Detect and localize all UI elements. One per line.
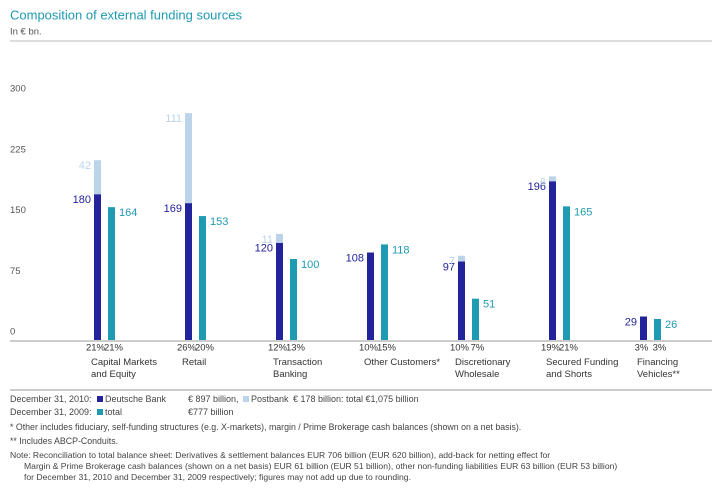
y-tick-label: 150 — [10, 205, 26, 216]
bar — [549, 181, 556, 340]
note-line: for December 31, 2010 and December 31, 2… — [24, 472, 411, 482]
stacked-bar — [94, 160, 101, 195]
footnote: * Other includes fiduciary, self-funding… — [10, 422, 522, 432]
footnote: ** Includes ABCP-Conduits. — [10, 436, 119, 446]
chart-title: Composition of external funding sources — [10, 7, 242, 22]
stacked-bar — [276, 233, 283, 243]
data-label: 164 — [119, 207, 137, 219]
share-label: 10% — [450, 343, 470, 354]
legend-note: €777 billion — [188, 407, 234, 417]
data-label: 180 — [73, 194, 91, 206]
x-tick-label: Retail — [182, 357, 207, 368]
bar — [563, 206, 570, 340]
data-label: 165 — [574, 206, 592, 218]
share-label: 13% — [286, 343, 306, 354]
x-tick-label: Other Customers* — [364, 357, 441, 368]
bar — [276, 242, 283, 340]
data-label: 51 — [483, 299, 495, 311]
bar — [185, 203, 192, 340]
share-label: 12% — [268, 343, 288, 354]
data-label: 153 — [210, 216, 228, 228]
stacked-bar — [185, 113, 192, 204]
data-label: 26 — [665, 319, 677, 331]
x-tick-label: Secured Funding and Shorts — [546, 357, 619, 380]
legend-entry: total — [105, 407, 123, 417]
chart-subtitle: In € bn. — [10, 27, 42, 38]
share-label: 20% — [195, 343, 215, 354]
y-tick-label: 75 — [10, 266, 21, 277]
share-label: 19% — [541, 343, 561, 354]
data-label: 7 — [449, 256, 455, 268]
data-label: 196 — [528, 181, 546, 193]
legend-entry: Deutsche Bank — [105, 394, 167, 404]
data-label: 169 — [164, 203, 182, 215]
data-label: 11 — [262, 234, 273, 246]
legend-label: December 31, 2010: — [10, 394, 92, 404]
x-tick-label: Financing Vehicles** — [637, 357, 680, 380]
bar — [108, 207, 115, 340]
y-tick-label: 300 — [10, 84, 26, 95]
legend-entry: Postbank — [251, 394, 289, 404]
bar — [199, 216, 206, 340]
bar — [472, 298, 479, 340]
legend-swatch — [97, 396, 103, 402]
data-label: 120 — [255, 243, 273, 255]
bar — [640, 316, 647, 340]
legend-swatch — [243, 396, 249, 402]
legend-label: December 31, 2009: — [10, 407, 92, 417]
share-label: 7% — [471, 343, 485, 354]
share-label: 10% — [359, 343, 379, 354]
share-label: 3% — [635, 343, 649, 354]
bar — [458, 261, 465, 340]
note-line: Margin & Prime Brokerage cash balances (… — [24, 461, 618, 471]
data-label: 29 — [625, 316, 637, 328]
x-tick-label: Capital Markets and Equity — [91, 357, 157, 380]
y-tick-label: 225 — [10, 144, 26, 155]
bar — [94, 194, 101, 340]
data-label: 6 — [540, 176, 546, 188]
y-tick-label: 0 — [10, 327, 15, 338]
share-label: 21% — [104, 343, 124, 354]
stacked-bar — [549, 176, 556, 182]
data-label: 100 — [301, 259, 319, 271]
legend-note: € 897 billion, — [188, 394, 239, 404]
data-label: 42 — [79, 160, 91, 172]
share-label: 21% — [86, 343, 106, 354]
note-line: Note: Reconciliation to total balance sh… — [10, 450, 551, 460]
bar — [367, 252, 374, 340]
x-tick-label: Discretionary Wholesale — [455, 357, 511, 380]
share-label: 3% — [653, 343, 667, 354]
bar — [381, 244, 388, 340]
data-label: 108 — [346, 252, 364, 264]
legend-swatch — [97, 409, 103, 415]
bar — [290, 259, 297, 340]
data-label: 111 — [165, 113, 182, 125]
x-tick-label: Transaction Banking — [273, 357, 323, 380]
bar — [654, 318, 661, 340]
share-label: 21% — [559, 343, 579, 354]
data-label: 118 — [392, 244, 410, 256]
share-label: 15% — [377, 343, 397, 354]
stacked-bar — [458, 255, 465, 262]
share-label: 26% — [177, 343, 197, 354]
data-label: 97 — [443, 261, 455, 273]
legend-note: € 178 billion: total €1,075 billion — [293, 394, 419, 404]
